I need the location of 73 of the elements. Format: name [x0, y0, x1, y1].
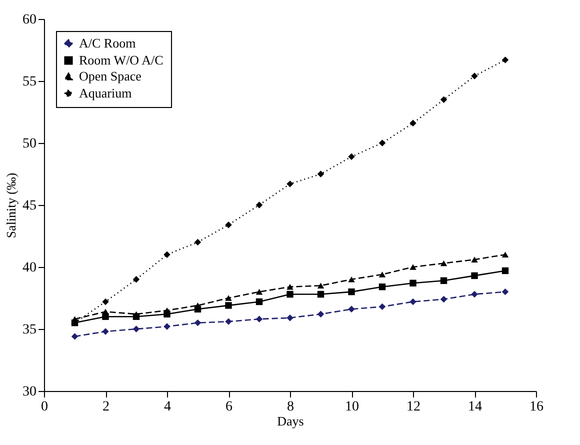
- point: [471, 290, 478, 298]
- point: [194, 319, 202, 326]
- point: [225, 295, 232, 301]
- point: [378, 140, 386, 146]
- y-tick-label: 50: [22, 136, 36, 152]
- point: [378, 272, 386, 278]
- point: [348, 153, 355, 160]
- point: [378, 303, 386, 310]
- point: [410, 280, 416, 286]
- point: [471, 256, 478, 262]
- point: [471, 272, 478, 280]
- x-tick-label: 10: [345, 400, 359, 414]
- x-tick-label: 12: [406, 400, 420, 414]
- y-tick-label: 45: [22, 198, 36, 214]
- point: [440, 260, 448, 266]
- point: [317, 282, 324, 289]
- point: [256, 288, 263, 295]
- point: [410, 120, 416, 127]
- point: [225, 302, 232, 309]
- point: [102, 328, 109, 335]
- point: [256, 316, 263, 322]
- point: [410, 298, 416, 306]
- point: [317, 310, 324, 318]
- x-axis-title: Days: [277, 414, 304, 428]
- point: [256, 202, 263, 208]
- point: [348, 276, 355, 282]
- point: [286, 180, 294, 188]
- x-tick-label: 4: [164, 400, 171, 414]
- x-tick-label: 2: [102, 400, 110, 414]
- x-tick-label: 0: [41, 400, 48, 414]
- y-tick-label: 40: [22, 260, 36, 276]
- point: [502, 267, 509, 274]
- legend-label: Aquarium: [79, 86, 132, 100]
- y-tick-label: 30: [22, 384, 36, 400]
- point: [225, 221, 232, 228]
- point: [410, 264, 416, 270]
- point: [164, 323, 170, 330]
- y-axis-title: Salinity (‰): [4, 172, 18, 238]
- point: [102, 298, 109, 306]
- point: [348, 288, 355, 296]
- y-tick-label: 60: [22, 12, 36, 28]
- point: [440, 296, 448, 303]
- point: [502, 252, 509, 258]
- x-tick-label: 6: [226, 400, 232, 414]
- point: [440, 96, 448, 103]
- point: [256, 298, 263, 306]
- point: [286, 290, 294, 298]
- point: [378, 283, 386, 290]
- y-tick-label: 55: [22, 74, 36, 90]
- point: [317, 290, 324, 298]
- legend-label: Open Space: [79, 68, 142, 84]
- point: [225, 318, 232, 325]
- point: [471, 72, 478, 80]
- point: [132, 326, 140, 332]
- point: [102, 308, 109, 315]
- x-tick-label: 8: [287, 400, 294, 414]
- x-tick-label: 16: [530, 400, 544, 414]
- y-tick-label: 35: [22, 322, 36, 338]
- point: [348, 306, 355, 313]
- point: [164, 307, 170, 314]
- point: [164, 251, 170, 258]
- x-tick-label: 14: [468, 400, 482, 414]
- point: [440, 277, 448, 284]
- point: [132, 276, 140, 283]
- point: [502, 288, 509, 296]
- legend-label: Room W/O A/C: [79, 52, 164, 68]
- point: [317, 170, 324, 178]
- legend-label: A/C Room: [79, 36, 136, 50]
- point: [286, 314, 294, 322]
- point: [502, 56, 509, 64]
- point: [194, 238, 202, 246]
- point: [286, 284, 294, 290]
- point: [71, 333, 78, 340]
